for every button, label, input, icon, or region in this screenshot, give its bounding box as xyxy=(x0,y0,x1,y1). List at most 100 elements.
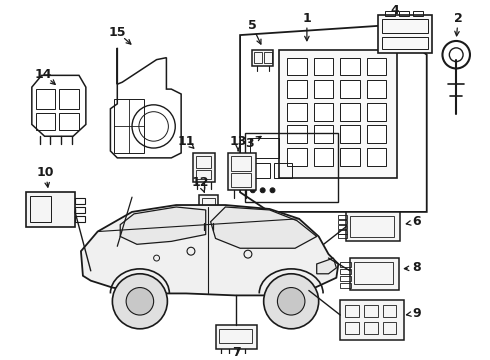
Bar xyxy=(382,19,428,33)
Bar xyxy=(354,262,393,284)
Text: 11: 11 xyxy=(177,135,195,148)
Circle shape xyxy=(126,288,154,315)
Bar xyxy=(314,148,333,166)
Bar xyxy=(250,138,279,158)
Bar xyxy=(340,80,360,98)
Bar xyxy=(382,37,428,49)
Text: 12: 12 xyxy=(192,176,210,189)
Bar xyxy=(340,125,360,143)
Text: 10: 10 xyxy=(37,166,54,179)
Bar xyxy=(340,148,360,166)
Polygon shape xyxy=(211,207,317,248)
Text: 8: 8 xyxy=(413,261,421,274)
Bar xyxy=(367,80,387,98)
Bar xyxy=(287,125,307,143)
Bar xyxy=(383,305,396,317)
Bar xyxy=(345,322,359,334)
Bar xyxy=(196,170,211,180)
Bar xyxy=(367,58,387,75)
Bar xyxy=(338,215,347,219)
Circle shape xyxy=(270,188,275,193)
Text: 3: 3 xyxy=(245,137,254,150)
Bar xyxy=(220,329,252,343)
Text: 7: 7 xyxy=(232,346,241,359)
Bar xyxy=(252,50,273,66)
Bar xyxy=(75,207,85,213)
Bar xyxy=(383,322,396,334)
Text: 9: 9 xyxy=(413,307,421,320)
Bar xyxy=(196,156,211,168)
Bar xyxy=(340,262,351,267)
Bar xyxy=(378,15,432,53)
Bar xyxy=(114,99,144,153)
Bar xyxy=(346,212,400,241)
Text: 4: 4 xyxy=(391,4,400,17)
Bar xyxy=(287,58,307,75)
Bar xyxy=(254,52,262,63)
Bar xyxy=(199,195,219,223)
Bar xyxy=(340,276,351,281)
Bar xyxy=(364,305,378,317)
Bar xyxy=(274,163,292,177)
Text: 13: 13 xyxy=(229,135,247,148)
Bar xyxy=(59,89,79,109)
Bar xyxy=(364,322,378,334)
Bar xyxy=(314,103,333,121)
Bar xyxy=(26,192,75,227)
Bar xyxy=(345,305,359,317)
Bar xyxy=(314,125,333,143)
Text: 15: 15 xyxy=(109,26,126,39)
Circle shape xyxy=(260,188,265,193)
Bar xyxy=(338,234,347,238)
Bar xyxy=(340,103,360,121)
Bar xyxy=(202,198,215,208)
Bar xyxy=(367,103,387,121)
Circle shape xyxy=(264,274,318,329)
Bar xyxy=(59,113,79,130)
Text: 5: 5 xyxy=(247,19,256,32)
Bar xyxy=(287,148,307,166)
Bar xyxy=(314,58,333,75)
Bar xyxy=(30,196,51,222)
Bar xyxy=(264,52,271,63)
Bar xyxy=(75,216,85,222)
Bar xyxy=(350,216,394,238)
Bar xyxy=(231,156,251,171)
Circle shape xyxy=(277,288,305,315)
Bar xyxy=(399,10,409,17)
Text: 2: 2 xyxy=(454,12,463,25)
Bar xyxy=(338,230,347,234)
Bar xyxy=(338,220,347,224)
Polygon shape xyxy=(81,205,338,296)
Bar xyxy=(193,153,215,183)
Bar xyxy=(245,133,338,202)
Text: 14: 14 xyxy=(35,68,52,81)
Bar xyxy=(338,225,347,229)
Bar xyxy=(287,103,307,121)
Circle shape xyxy=(250,188,255,193)
Bar xyxy=(202,210,215,220)
Bar xyxy=(36,89,55,109)
Polygon shape xyxy=(120,207,206,244)
Bar xyxy=(216,325,257,350)
Polygon shape xyxy=(317,258,336,274)
Bar xyxy=(367,148,387,166)
Bar xyxy=(413,10,423,17)
Bar xyxy=(340,300,404,339)
Bar xyxy=(250,163,270,177)
Bar xyxy=(36,113,55,130)
Text: 1: 1 xyxy=(302,12,311,25)
Bar xyxy=(287,80,307,98)
Bar xyxy=(367,125,387,143)
Bar xyxy=(279,50,397,177)
Bar xyxy=(231,172,251,187)
Text: 6: 6 xyxy=(413,215,421,228)
Bar xyxy=(350,258,399,289)
Bar xyxy=(228,153,256,190)
Bar xyxy=(386,10,395,17)
Circle shape xyxy=(112,274,168,329)
Bar xyxy=(340,269,351,274)
Bar xyxy=(340,283,351,288)
Bar xyxy=(75,198,85,204)
Bar xyxy=(314,80,333,98)
